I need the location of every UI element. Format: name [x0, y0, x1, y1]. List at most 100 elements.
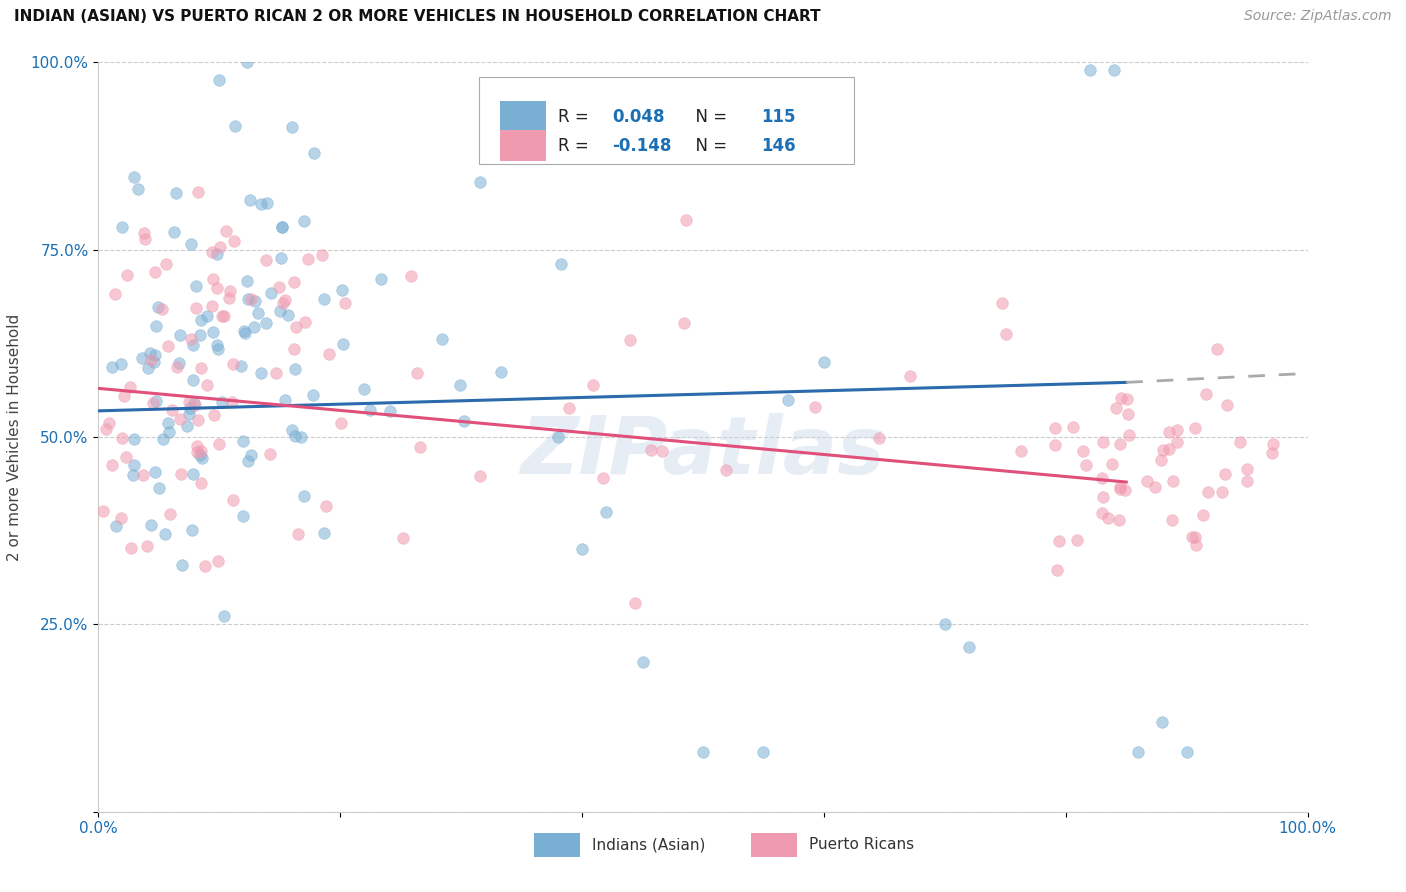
Point [934, 617, 956, 632]
Text: R =: R = [558, 136, 593, 154]
Point [211, 394, 233, 409]
Point [1236, 462, 1258, 476]
Text: 146: 146 [761, 136, 796, 154]
Text: N =: N = [685, 136, 733, 154]
Point [274, 392, 297, 407]
Point [160, 403, 183, 417]
Point [619, 334, 641, 348]
Point [195, 378, 218, 392]
Point [1091, 490, 1114, 504]
Point [1078, 62, 1101, 77]
Point [370, 272, 392, 286]
Point [156, 339, 179, 353]
Point [212, 609, 235, 624]
Point [260, 286, 283, 301]
Point [1105, 401, 1128, 415]
Point [179, 401, 201, 415]
Point [105, 519, 128, 533]
Point [205, 281, 228, 295]
Point [1152, 442, 1174, 457]
Point [239, 193, 262, 207]
Point [194, 559, 217, 574]
Point [202, 408, 225, 422]
Point [1114, 483, 1136, 497]
Point [218, 284, 240, 298]
Point [1161, 474, 1184, 488]
Point [112, 389, 135, 403]
Text: Puerto Ricans: Puerto Ricans [810, 838, 914, 852]
Point [1261, 446, 1284, 460]
Point [1047, 533, 1070, 548]
Point [453, 414, 475, 428]
Point [180, 236, 202, 251]
Point [592, 471, 614, 485]
Point [169, 412, 191, 426]
Point [183, 396, 205, 410]
Point [202, 272, 225, 286]
Point [430, 332, 453, 346]
Point [281, 423, 304, 437]
Point [1128, 745, 1150, 759]
Point [169, 328, 191, 343]
Point [304, 145, 326, 160]
Point [134, 232, 156, 246]
Point [188, 328, 211, 343]
Point [177, 407, 200, 421]
Point [631, 655, 654, 669]
Point [132, 468, 155, 483]
Point [675, 213, 697, 227]
Point [550, 257, 572, 271]
Point [284, 319, 307, 334]
Point [236, 292, 259, 306]
Point [143, 348, 166, 362]
Point [281, 120, 304, 134]
Point [868, 432, 890, 446]
Point [91, 503, 114, 517]
Point [1116, 408, 1139, 422]
Point [270, 252, 292, 266]
Point [136, 360, 159, 375]
Point [150, 301, 173, 316]
Point [141, 518, 163, 533]
Point [236, 454, 259, 468]
Point [1213, 467, 1236, 481]
Point [409, 440, 432, 454]
Point [209, 240, 232, 254]
Point [148, 482, 170, 496]
Point [122, 169, 145, 184]
Point [142, 354, 165, 368]
Point [571, 542, 593, 557]
Point [250, 366, 273, 380]
Point [1166, 423, 1188, 437]
Bar [534, 833, 579, 856]
Point [277, 309, 299, 323]
Point [184, 301, 207, 315]
Point [267, 280, 290, 294]
Point [1195, 386, 1218, 401]
Point [249, 197, 271, 211]
Point [232, 434, 254, 449]
Point [318, 346, 340, 360]
Point [145, 394, 167, 409]
Point [640, 442, 662, 457]
Point [190, 313, 212, 327]
Point [353, 383, 375, 397]
Point [1108, 480, 1130, 494]
Point [333, 296, 356, 310]
Point [624, 596, 647, 610]
Point [232, 508, 254, 523]
Point [1043, 438, 1066, 452]
Point [1166, 434, 1188, 449]
Point [163, 226, 186, 240]
Point [222, 357, 245, 371]
Text: -0.148: -0.148 [613, 136, 672, 154]
Point [378, 403, 401, 417]
Point [270, 219, 292, 234]
Point [898, 369, 921, 384]
Point [201, 326, 224, 340]
Point [991, 296, 1014, 310]
Point [111, 220, 134, 235]
Text: 0.048: 0.048 [613, 108, 665, 126]
Point [1157, 425, 1180, 439]
Point [1073, 444, 1095, 458]
